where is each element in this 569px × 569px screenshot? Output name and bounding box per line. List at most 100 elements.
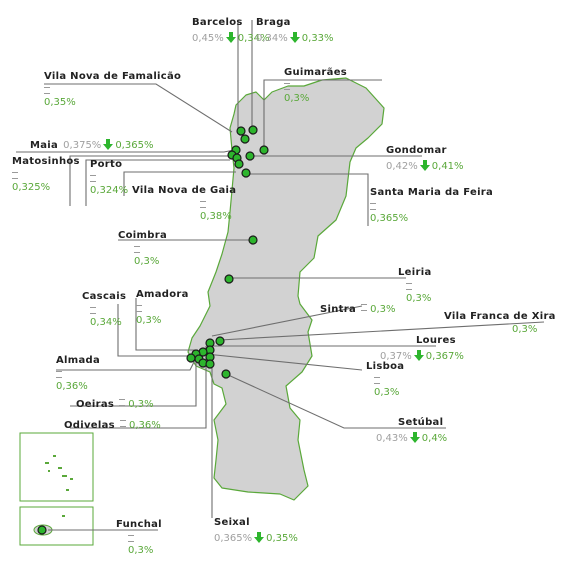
equal-icon (56, 371, 62, 378)
leader-line-feira (246, 173, 369, 226)
previous-value: 0,45% (192, 33, 224, 44)
marker-barcelos (236, 126, 246, 136)
city-name: Oeiras (76, 399, 115, 410)
previous-value: 0,37% (380, 351, 412, 362)
marker-guimaraes (259, 145, 269, 155)
current-value: 0,41% (431, 161, 464, 172)
label-gaia: Vila Nova de Gaia 0,38% (132, 184, 236, 223)
equal-icon (406, 283, 412, 290)
leader-lines (16, 20, 545, 531)
current-value: 0,365% (115, 140, 154, 151)
down-arrow-icon (103, 139, 114, 150)
equal-icon (90, 175, 96, 182)
azores-islands (45, 455, 73, 491)
city-name: Vila Nova de Famalicão (44, 71, 182, 82)
previous-value: 0,365% (214, 533, 253, 544)
label-leiria: Leiria 0,3% (398, 266, 432, 305)
city-name: Setúbal (398, 417, 444, 428)
current-value: 0,36% (129, 420, 161, 431)
leader-line-oeiras (70, 358, 197, 407)
leader-line-cascais (117, 304, 194, 357)
city-name: Amadora (136, 289, 189, 300)
label-gondomar: Gondomar 0,42% 0,41% (386, 144, 464, 173)
city-name: Porto (90, 159, 123, 170)
current-value: 0,3% (406, 293, 432, 304)
equal-icon (374, 377, 380, 384)
label-vfxira: Vila Franca de Xira 0,3% (444, 310, 556, 336)
label-cascais: Cascais 0,34% (82, 290, 126, 329)
label-coimbra: Coimbra 0,3% (118, 229, 167, 268)
leader-line-vfxira (219, 321, 545, 341)
leader-line-almada (56, 357, 197, 371)
equal-icon (370, 203, 376, 210)
current-value: 0,3% (136, 315, 162, 326)
down-arrow-icon (413, 350, 424, 361)
current-value: 0,33% (301, 33, 334, 44)
equal-icon (120, 420, 127, 427)
marker-braga (248, 125, 258, 135)
label-odivelas: Odivelas 0,36% (64, 416, 161, 432)
leader-line-amadora (135, 298, 198, 351)
leader-line-gaia (123, 171, 236, 196)
current-value: 0,3% (134, 256, 160, 267)
marker-cascais (186, 353, 196, 363)
city-name: Seixal (214, 517, 250, 528)
down-arrow-icon (254, 532, 265, 543)
marker-coimbra (248, 235, 258, 245)
equal-icon (90, 307, 96, 314)
current-value: 0,3% (374, 387, 400, 398)
city-name: Vila Nova de Gaia (132, 185, 237, 196)
current-value: 0,3% (284, 93, 310, 104)
current-value: 0,34% (90, 317, 122, 328)
current-value: 0,325% (12, 182, 51, 193)
leader-line-porto (85, 159, 230, 206)
equal-icon (44, 87, 50, 94)
label-seixal: Seixal 0,365% 0,35% (214, 516, 298, 545)
current-value: 0,3% (512, 324, 538, 335)
label-feira: Santa Maria da Feira 0,365% (370, 186, 493, 225)
label-braga: Braga 0,34% 0,33% (256, 16, 334, 45)
equal-icon (136, 305, 142, 312)
city-name: Vila Franca de Xira (444, 311, 556, 322)
previous-value: 0,375% (63, 140, 102, 151)
current-value: 0,365% (370, 213, 409, 224)
marker-feira (241, 168, 251, 178)
leader-line-lisboa (205, 353, 363, 371)
current-value: 0,38% (200, 211, 232, 222)
current-value: 0,34% (237, 33, 270, 44)
current-value: 0,3% (370, 304, 396, 315)
marker-setubal (221, 369, 231, 379)
inset-frame-madeira (19, 506, 94, 546)
equal-icon (12, 172, 18, 179)
city-name: Barcelos (192, 17, 243, 28)
equal-icon (200, 201, 206, 208)
city-name: Leiria (398, 267, 432, 278)
city-name: Cascais (82, 291, 127, 302)
leader-line-setubal (225, 373, 446, 429)
current-value: 0,35% (266, 533, 298, 544)
label-almada: Almada 0,36% (56, 354, 100, 393)
label-barcelos: Barcelos 0,45% 0,34% (192, 16, 270, 45)
city-name: Guimarães (284, 67, 348, 78)
leader-line-sintra (211, 305, 363, 337)
city-name: Santa Maria da Feira (370, 187, 494, 198)
down-arrow-icon (225, 32, 236, 43)
leader-line-matosinhos (69, 155, 228, 206)
current-value: 0,36% (56, 381, 88, 392)
label-loures: Loures 0,37% 0,367% (380, 334, 464, 363)
down-arrow-icon (419, 160, 430, 171)
leader-line-odivelas (70, 346, 207, 429)
down-arrow-icon (409, 432, 420, 443)
marker-gaia (234, 159, 244, 169)
marker-loures (215, 336, 225, 346)
marker-gondomar (245, 151, 255, 161)
label-guimaraes: Guimarães 0,3% (284, 66, 347, 105)
label-lisboa: Lisboa 0,3% (366, 360, 404, 399)
current-value: 0,35% (44, 97, 76, 108)
previous-value: 0,43% (376, 433, 408, 444)
madeira-inset (19, 432, 94, 546)
leader-line-guimaraes (263, 79, 382, 148)
label-sintra: Sintra 0,3% (320, 300, 396, 316)
city-name: Coimbra (118, 230, 167, 241)
city-name: Odivelas (64, 420, 115, 431)
